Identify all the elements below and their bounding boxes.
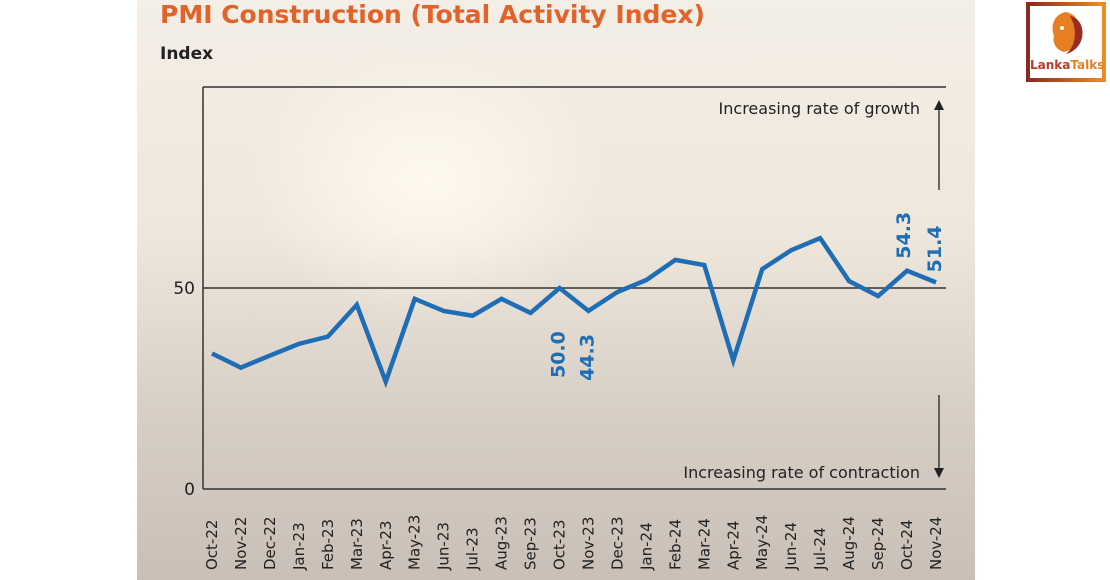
x-tick-label: Apr-23 [377, 521, 395, 571]
x-tick-label: Nov-23 [579, 517, 597, 570]
annotation-contraction: Increasing rate of contraction [683, 463, 920, 482]
x-tick-label: Oct-24 [898, 520, 916, 570]
x-tick-label: Jun-23 [435, 522, 453, 571]
data-label: 51.4 [924, 225, 946, 272]
lankatalks-logo: LankaTalks [1026, 2, 1106, 82]
x-tick-label: Jan-23 [290, 522, 308, 571]
growth-arrowhead-icon [934, 100, 944, 110]
x-tick-label: Jul-24 [811, 527, 829, 571]
x-tick-label: Dec-22 [261, 516, 279, 570]
y-axis-label: Index [160, 44, 214, 64]
x-tick-label: Jan-24 [637, 522, 655, 571]
series-line [211, 235, 937, 389]
logo-text: LankaTalks [1030, 58, 1105, 72]
x-tick-label: May-23 [406, 515, 424, 570]
y-tick-label: 50 [173, 279, 195, 299]
x-tick-label: Sep-24 [869, 517, 887, 570]
x-tick-label: Mar-24 [695, 518, 713, 570]
x-tick-label: Aug-24 [840, 516, 858, 570]
x-tick-label: Feb-23 [319, 519, 337, 570]
x-tick-label: Oct-23 [551, 520, 569, 570]
x-tick-label: Apr-24 [724, 521, 742, 571]
lion-icon [1052, 12, 1083, 54]
chart-title: PMI Construction (Total Activity Index) [160, 0, 705, 29]
x-tick-label: Nov-24 [927, 517, 945, 570]
x-tick-label: Jul-23 [464, 527, 482, 571]
x-tick-label: May-24 [753, 515, 771, 570]
x-tick-label: Aug-23 [493, 516, 511, 570]
data-label: 54.3 [893, 212, 915, 259]
x-tick-label: Oct-22 [203, 520, 221, 570]
x-tick-label: Nov-22 [232, 517, 250, 570]
x-tick-label: Dec-23 [608, 516, 626, 570]
x-tick-label: Mar-23 [348, 518, 366, 570]
x-tick-label: Sep-23 [522, 517, 540, 570]
data-label: 44.3 [576, 334, 598, 381]
data-label: 50.0 [548, 331, 570, 378]
contraction-arrowhead-icon [934, 468, 944, 478]
x-tick-label: Feb-24 [666, 519, 684, 570]
y-tick-label: 0 [184, 480, 195, 500]
annotation-growth: Increasing rate of growth [719, 99, 920, 118]
x-tick-label: Jun-24 [782, 522, 800, 571]
